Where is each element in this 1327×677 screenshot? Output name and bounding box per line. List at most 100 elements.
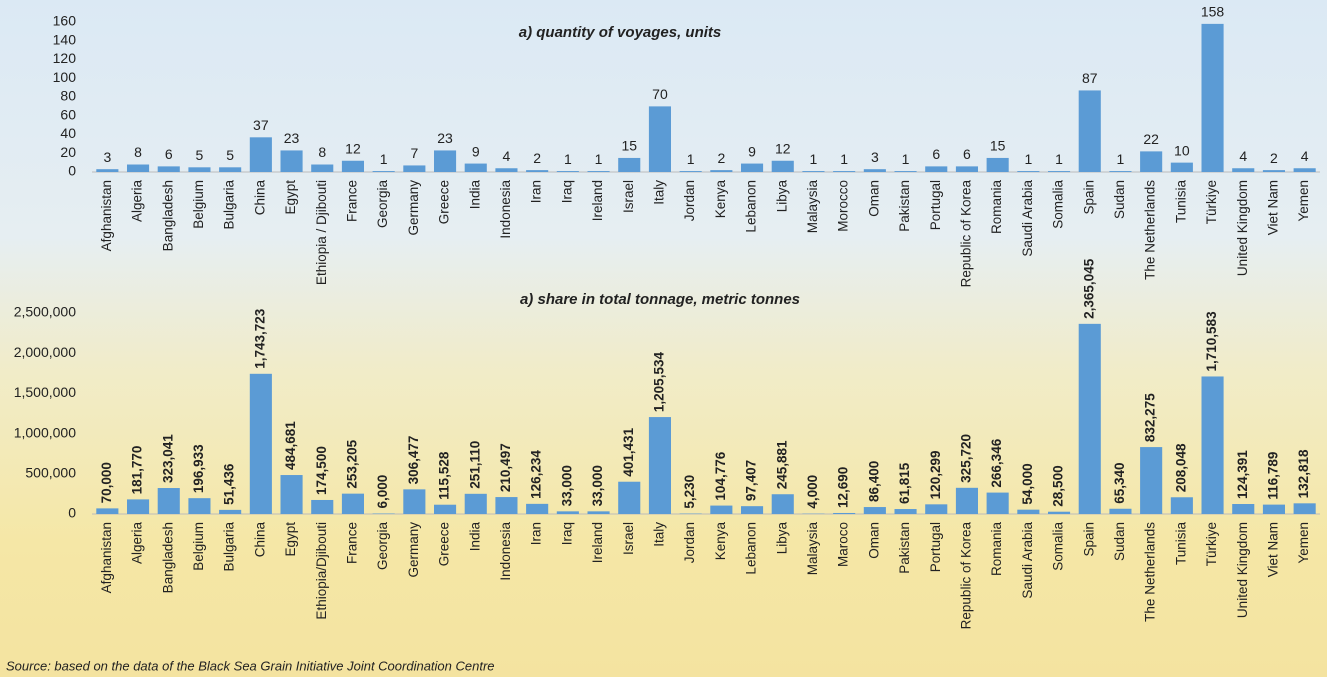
data-label: 54,000 <box>1020 463 1035 504</box>
x-tick-label: Türkiye <box>1204 180 1219 224</box>
x-tick-label: Ethiopia/Djibouti <box>314 522 329 620</box>
bar <box>1017 509 1040 514</box>
bar <box>1109 508 1132 514</box>
data-label: 33,000 <box>559 465 574 506</box>
x-tick-label: Israel <box>621 180 636 213</box>
data-label: 15 <box>621 138 637 154</box>
bar <box>1078 323 1101 514</box>
data-label: 12 <box>345 140 361 156</box>
bar <box>986 492 1009 514</box>
data-label: 323,041 <box>160 434 175 483</box>
bar <box>679 171 702 172</box>
x-tick-label: Greece <box>437 522 452 566</box>
data-label: 4 <box>1239 148 1247 164</box>
x-tick-label: Afghanistan <box>99 522 114 593</box>
x-tick-label: Egypt <box>283 522 298 557</box>
bar <box>556 511 579 514</box>
x-tick-label: Algeria <box>130 522 145 565</box>
bar <box>1170 162 1193 172</box>
bar <box>618 481 641 514</box>
bar <box>771 494 794 514</box>
bar <box>1232 168 1255 172</box>
x-tick-label: Algeria <box>130 180 145 223</box>
data-label: 70 <box>652 86 668 102</box>
x-tick-label: Afghanistan <box>99 180 114 251</box>
x-tick-label: Viet Nam <box>1266 180 1281 235</box>
x-tick-label: Germany <box>406 522 421 578</box>
x-tick-label: Iran <box>529 180 544 203</box>
data-label: 1 <box>1117 151 1125 167</box>
x-tick-label: Tunisia <box>1173 522 1188 566</box>
data-label: 2 <box>1270 150 1278 166</box>
bar <box>986 157 1009 172</box>
x-tick-label: Jordan <box>682 522 697 563</box>
x-tick-label: Somalia <box>1051 522 1066 571</box>
x-tick-label: Romania <box>989 522 1004 577</box>
data-label: 3 <box>103 149 111 165</box>
x-tick-label: United Kingdom <box>1235 522 1250 618</box>
x-tick-label: Sudan <box>1112 522 1127 561</box>
bar <box>1293 503 1316 514</box>
x-tick-label: Spain <box>1081 180 1096 215</box>
data-label: 6 <box>165 146 173 162</box>
data-label: 1 <box>595 151 603 167</box>
bar <box>96 508 119 514</box>
x-tick-label: Ethiopia / Djibouti <box>314 180 329 285</box>
x-tick-label: Ireland <box>590 522 605 563</box>
x-tick-label: Bulgaria <box>222 180 237 230</box>
bar <box>802 171 825 172</box>
x-tick-label: Ireland <box>590 180 605 221</box>
data-label: 28,500 <box>1051 465 1066 506</box>
bar <box>955 487 979 514</box>
x-tick-label: Sudan <box>1112 180 1127 219</box>
bar <box>648 417 672 514</box>
y-tick-label: 500,000 <box>25 465 76 481</box>
y-tick-label: 2,000,000 <box>14 344 76 360</box>
x-tick-label: Greece <box>437 180 452 224</box>
data-label: 23 <box>437 130 453 146</box>
data-label: 2 <box>533 150 541 166</box>
bar <box>1293 168 1316 172</box>
bar <box>1078 90 1101 172</box>
bar <box>833 512 856 514</box>
bar <box>556 171 579 172</box>
data-label: 1 <box>687 151 695 167</box>
bar <box>1170 497 1193 514</box>
x-tick-label: Republic of Korea <box>959 522 974 630</box>
data-label: 97,407 <box>744 460 759 501</box>
bar <box>587 171 610 172</box>
x-tick-label: Egypt <box>283 180 298 215</box>
bar <box>403 489 426 514</box>
data-label: 210,497 <box>498 443 513 492</box>
bar <box>1262 170 1286 172</box>
x-tick-label: Bangladesh <box>160 522 175 593</box>
x-tick-label: Israel <box>621 522 636 555</box>
bar <box>1109 171 1132 172</box>
data-label: 23 <box>284 130 300 146</box>
y-tick-label: 1,000,000 <box>14 424 76 440</box>
x-tick-label: Republic of Korea <box>959 180 974 288</box>
bar <box>710 505 733 514</box>
bar <box>1201 376 1224 514</box>
y-tick-label: 100 <box>53 69 77 85</box>
bar <box>1047 511 1071 514</box>
x-tick-label: India <box>467 180 482 210</box>
x-tick-label: Oman <box>866 180 881 217</box>
data-label: 9 <box>748 143 756 159</box>
data-label: 2,365,045 <box>1081 258 1096 319</box>
y-tick-label: 160 <box>53 13 77 29</box>
bar <box>126 164 150 172</box>
data-label: 5,230 <box>682 475 697 509</box>
data-label: 6,000 <box>375 475 390 509</box>
y-tick-label: 40 <box>60 125 76 141</box>
data-label: 10 <box>1174 142 1190 158</box>
data-label: 7 <box>410 145 418 161</box>
data-label: 1,205,534 <box>652 352 667 413</box>
data-label: 86,400 <box>866 461 881 502</box>
x-tick-label: Portugal <box>928 522 943 572</box>
bar <box>740 163 764 172</box>
data-label: 116,789 <box>1266 452 1281 500</box>
x-tick-label: The Netherlands <box>1143 180 1158 280</box>
x-tick-label: Tunisia <box>1173 180 1188 224</box>
